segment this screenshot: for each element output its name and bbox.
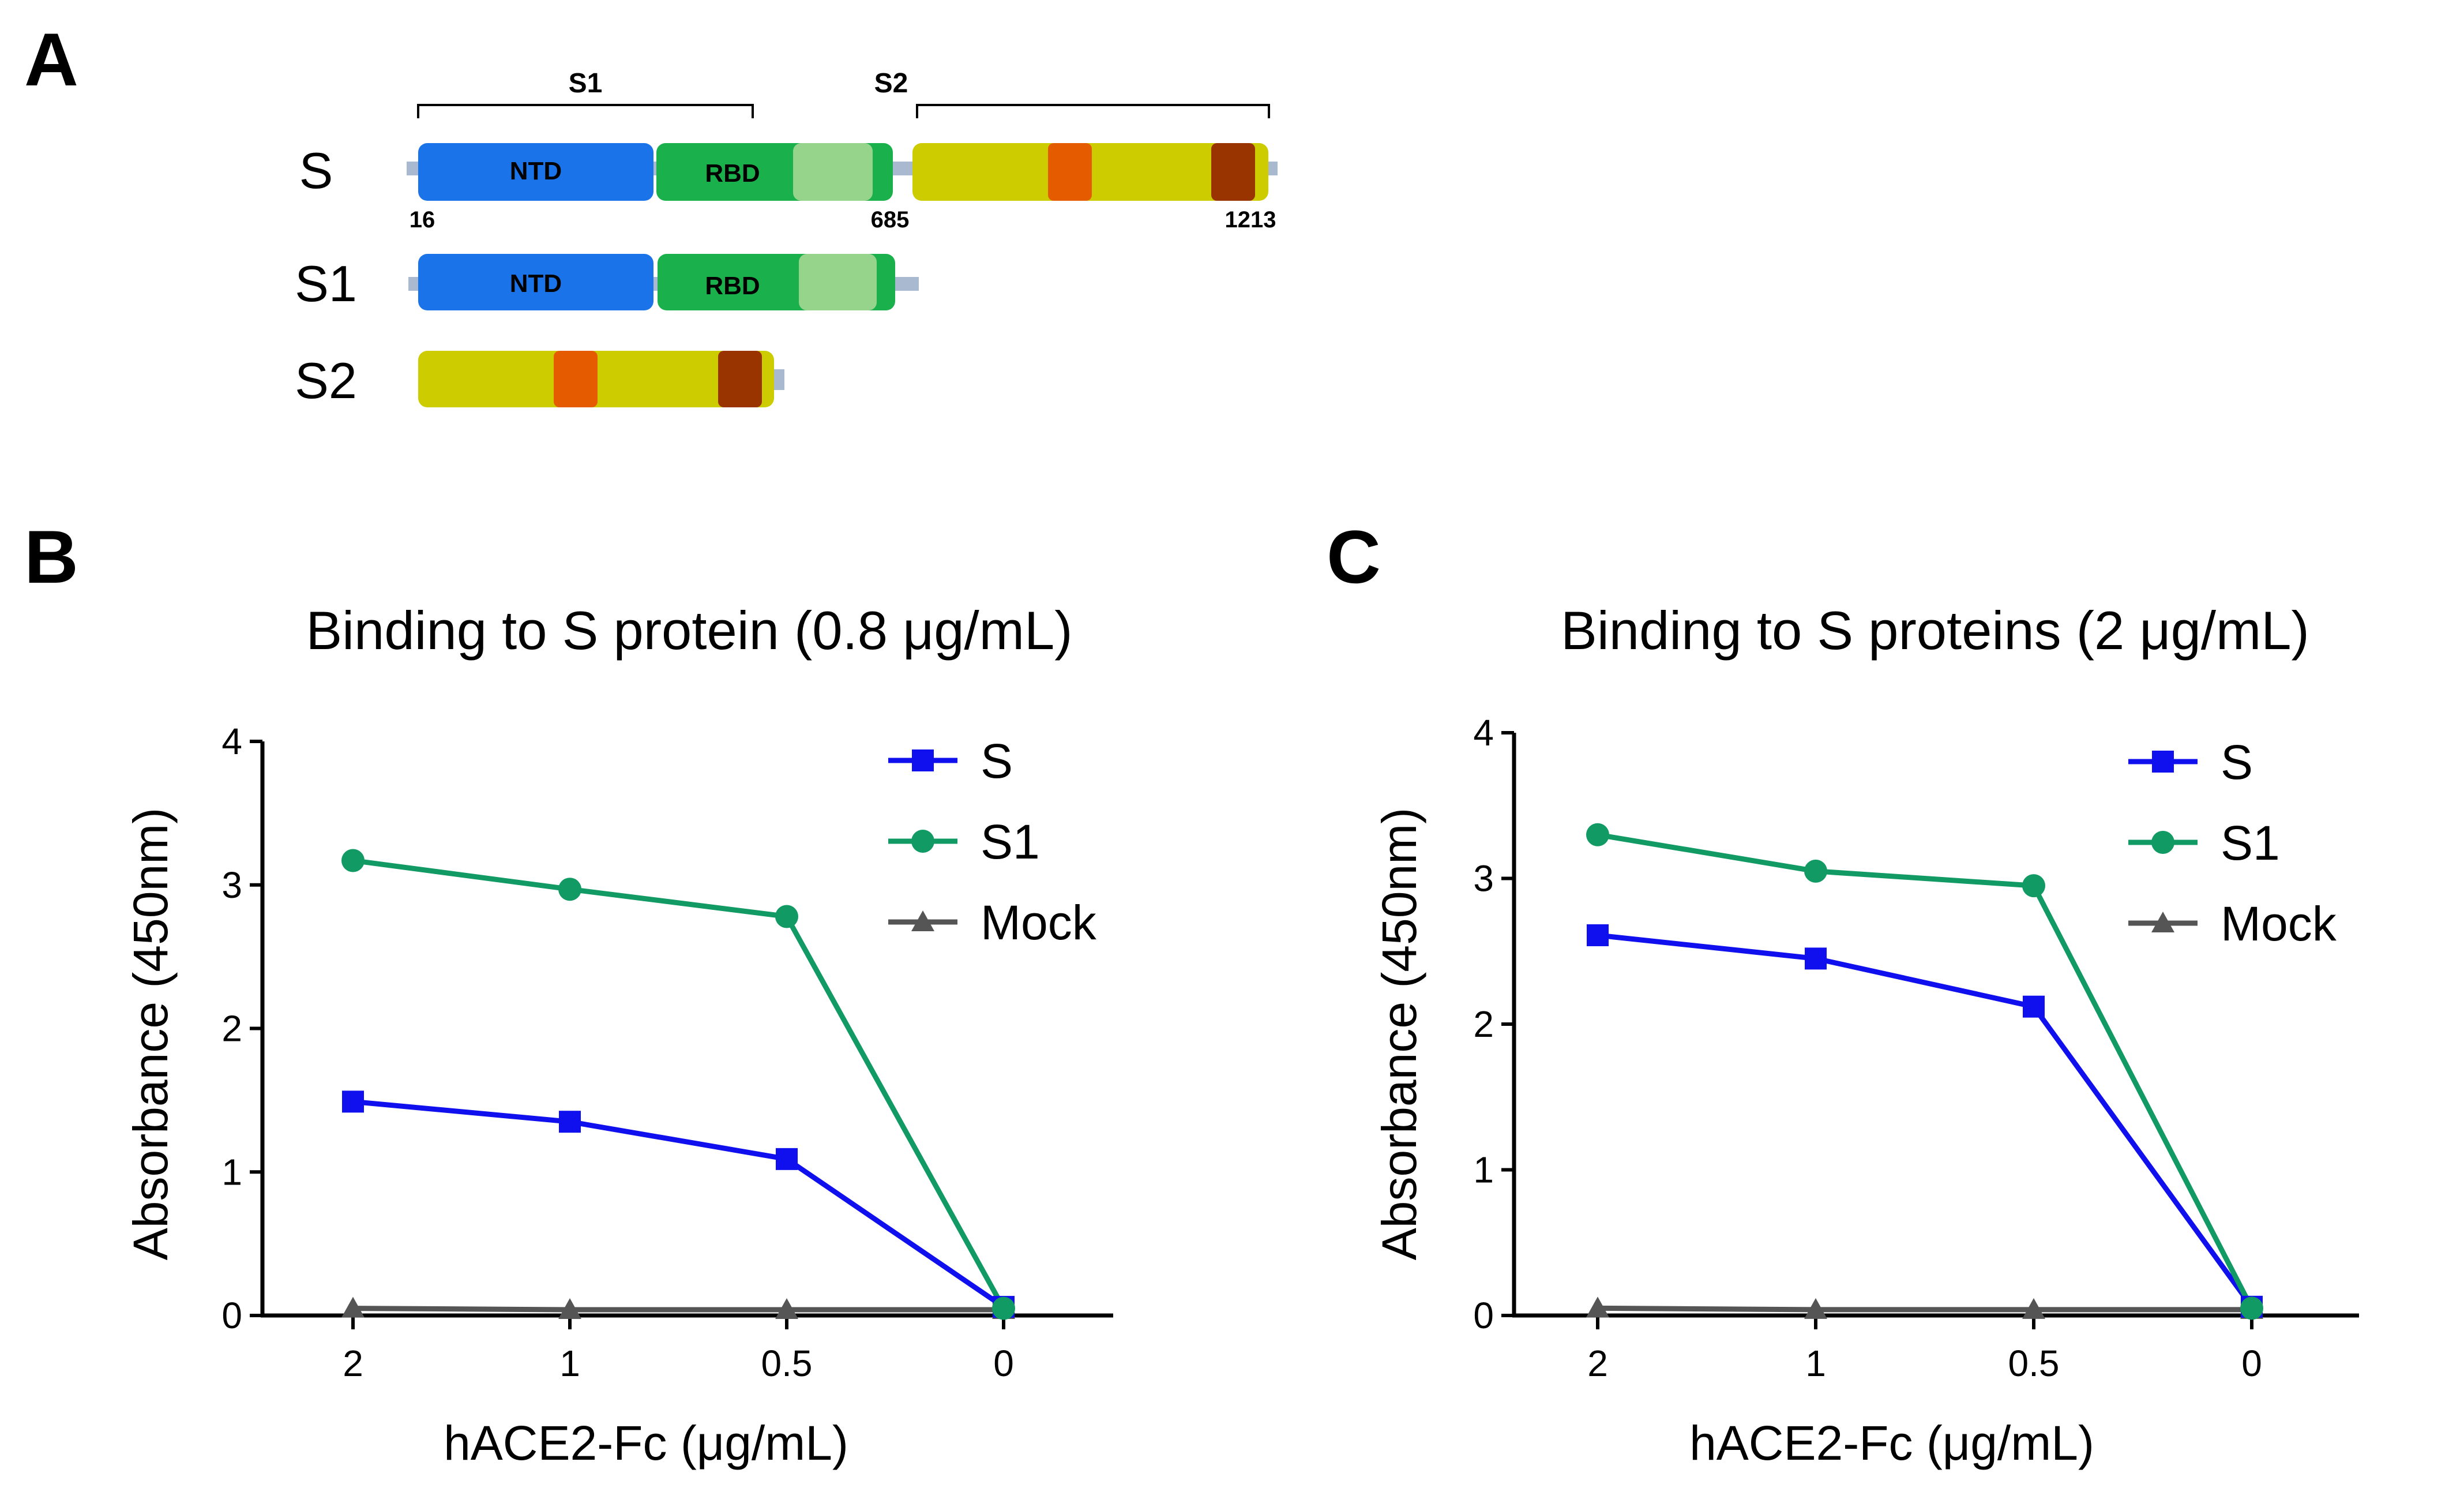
chart-b-series-line-mock: [352, 1306, 1004, 1313]
chart-b-title: Binding to S protein (0.8 μg/mL): [306, 600, 1072, 661]
chart-b-legend-marker-s1: [911, 830, 934, 853]
chart-c-point-mock: [1804, 1298, 1827, 1319]
panel-c-line-chart: C Binding to S proteins (2 μg/mL) Absorb…: [1327, 515, 2359, 1470]
s1-bracket: [417, 104, 754, 118]
chart-c-legend-marker-s: [2152, 751, 2174, 773]
chart-c-legend-label-s: S: [2221, 735, 2253, 789]
chart-b-x-tick-label: 0.5: [761, 1343, 813, 1384]
chart-b-point-s: [776, 1148, 798, 1170]
chart-c-point-s: [1587, 924, 1609, 946]
chart-c-y-tick-label: 0: [1473, 1295, 1494, 1336]
s2-bracket: [916, 104, 1270, 118]
rbd-label-s1: RBD: [705, 272, 760, 300]
chart-c-xlabel: hACE2-Fc (μg/mL): [1689, 1416, 2094, 1470]
s2-motif-brown-s: [1211, 143, 1255, 201]
chart-b-x-tick-label: 2: [343, 1343, 363, 1384]
residue-start-label: 16: [410, 207, 435, 233]
chart-b-x-tick-label: 1: [559, 1343, 580, 1384]
chart-b-series-line-s: [352, 1099, 1005, 1309]
chart-b-point-s1: [775, 905, 798, 928]
chart-b-plot-area: 0 1 2 3 4 2 1 0.5 0 S S1 Mock: [221, 721, 1113, 1384]
panel-a-domain-diagram: A S1 S2 S NTD RBD 16 685 1213 S1: [24, 17, 1278, 409]
chart-c-y-tick-label: 2: [1473, 1003, 1494, 1045]
bracket-s1-label: S1: [569, 68, 603, 99]
rbd-label-s: RBD: [705, 159, 760, 188]
chart-c-legend-label-s1: S1: [2221, 816, 2280, 870]
ntd-label-s: NTD: [510, 157, 562, 185]
chart-b-point-mock: [341, 1296, 365, 1318]
chart-c-x-tick-label: 0.5: [2008, 1343, 2060, 1384]
chart-b-legend-label-s: S: [981, 734, 1013, 788]
panel-a-label: A: [24, 17, 78, 102]
chart-c-ylabel: Absorbance (450nm): [1372, 808, 1426, 1260]
chart-c-series-line-s1: [1597, 832, 2254, 1310]
chart-b-legend-marker-mock: [911, 910, 934, 931]
s2-motif-orange-s: [1048, 143, 1092, 201]
residue-end-label: 1213: [1225, 207, 1276, 233]
chart-b-ylabel: Absorbance (450nm): [123, 808, 178, 1260]
ntd-domain-s: [418, 143, 653, 201]
construct-s1-row: S1 NTD RBD: [295, 254, 919, 312]
chart-c-point-mock: [2022, 1298, 2045, 1319]
rbm-region-s: [793, 143, 873, 201]
chart-c-title: Binding to S proteins (2 μg/mL): [1561, 600, 2309, 661]
chart-c-y-tick-label: 1: [1473, 1149, 1494, 1191]
chart-b-y-tick-label: 4: [221, 721, 242, 762]
chart-c-legend-label-mock: Mock: [2221, 897, 2337, 951]
construct-s2-name: S2: [295, 352, 357, 409]
chart-c-point-s1: [2022, 874, 2045, 898]
construct-s-row: S NTD RBD 16 685 1213: [299, 142, 1278, 233]
chart-b-legend-label-s1: S1: [981, 815, 1040, 869]
chart-c-legend-marker-s1: [2151, 831, 2174, 854]
panel-c-label: C: [1327, 515, 1381, 599]
chart-c-point-s1: [2240, 1296, 2263, 1320]
chart-b-xlabel: hACE2-Fc (μg/mL): [444, 1416, 848, 1470]
chart-c-point-s1: [1804, 859, 1827, 883]
chart-c-series-line-s: [1597, 932, 2254, 1309]
chart-c-y-tick-label: 4: [1473, 712, 1494, 754]
chart-b-point-s: [559, 1111, 581, 1133]
chart-c-x-tick-label: 1: [1805, 1343, 1826, 1384]
chart-b-legend-marker-s: [912, 749, 934, 771]
panel-b-line-chart: B Binding to S protein (0.8 μg/mL) Absor…: [24, 515, 1113, 1470]
chart-b-point-s: [342, 1090, 364, 1113]
chart-c-point-s1: [1586, 823, 1609, 846]
chart-b-point-mock: [775, 1298, 798, 1320]
chart-b-y-tick-label: 0: [221, 1295, 242, 1336]
chart-c-point-s: [2023, 995, 2045, 1018]
construct-s2-row: S2: [295, 351, 784, 409]
chart-c-plot-area: 0 1 2 3 4 2 1 0.5 0 S S1 Mock: [1473, 712, 2359, 1384]
bracket-s2-label: S2: [874, 68, 908, 99]
chart-b-y-tick-label: 2: [221, 1008, 242, 1050]
residue-s1-end-label: 685: [871, 207, 910, 233]
chart-b-point-s1: [558, 878, 581, 901]
chart-b-series-line-s1: [352, 858, 1006, 1310]
chart-b-y-tick-label: 1: [221, 1151, 242, 1193]
s2-motif-orange-s2: [554, 351, 598, 407]
chart-b-x-tick-label: 0: [993, 1343, 1014, 1384]
chart-c-legend-marker-mock: [2151, 912, 2174, 932]
chart-b-y-tick-label: 3: [221, 864, 242, 906]
ntd-label-s1: NTD: [510, 269, 562, 298]
chart-c-series-line-mock: [1597, 1305, 2252, 1313]
construct-s1-name: S1: [295, 255, 357, 312]
chart-b-point-s1: [341, 849, 365, 872]
chart-c-x-tick-label: 0: [2241, 1343, 2262, 1384]
chart-c-y-tick-label: 3: [1473, 858, 1494, 899]
chart-b-point-mock: [558, 1298, 581, 1320]
chart-b-legend-label-mock: Mock: [981, 895, 1097, 950]
chart-c-point-mock: [1586, 1296, 1609, 1318]
construct-s-name: S: [299, 142, 333, 199]
panel-b-label: B: [24, 515, 78, 599]
rbm-region-s1: [799, 254, 877, 310]
ntd-domain-s1: [418, 254, 653, 310]
chart-c-point-s: [1805, 947, 1827, 970]
chart-b-point-s1: [992, 1296, 1015, 1320]
chart-c-x-tick-label: 2: [1587, 1343, 1608, 1384]
s2-motif-brown-s2: [718, 351, 762, 407]
